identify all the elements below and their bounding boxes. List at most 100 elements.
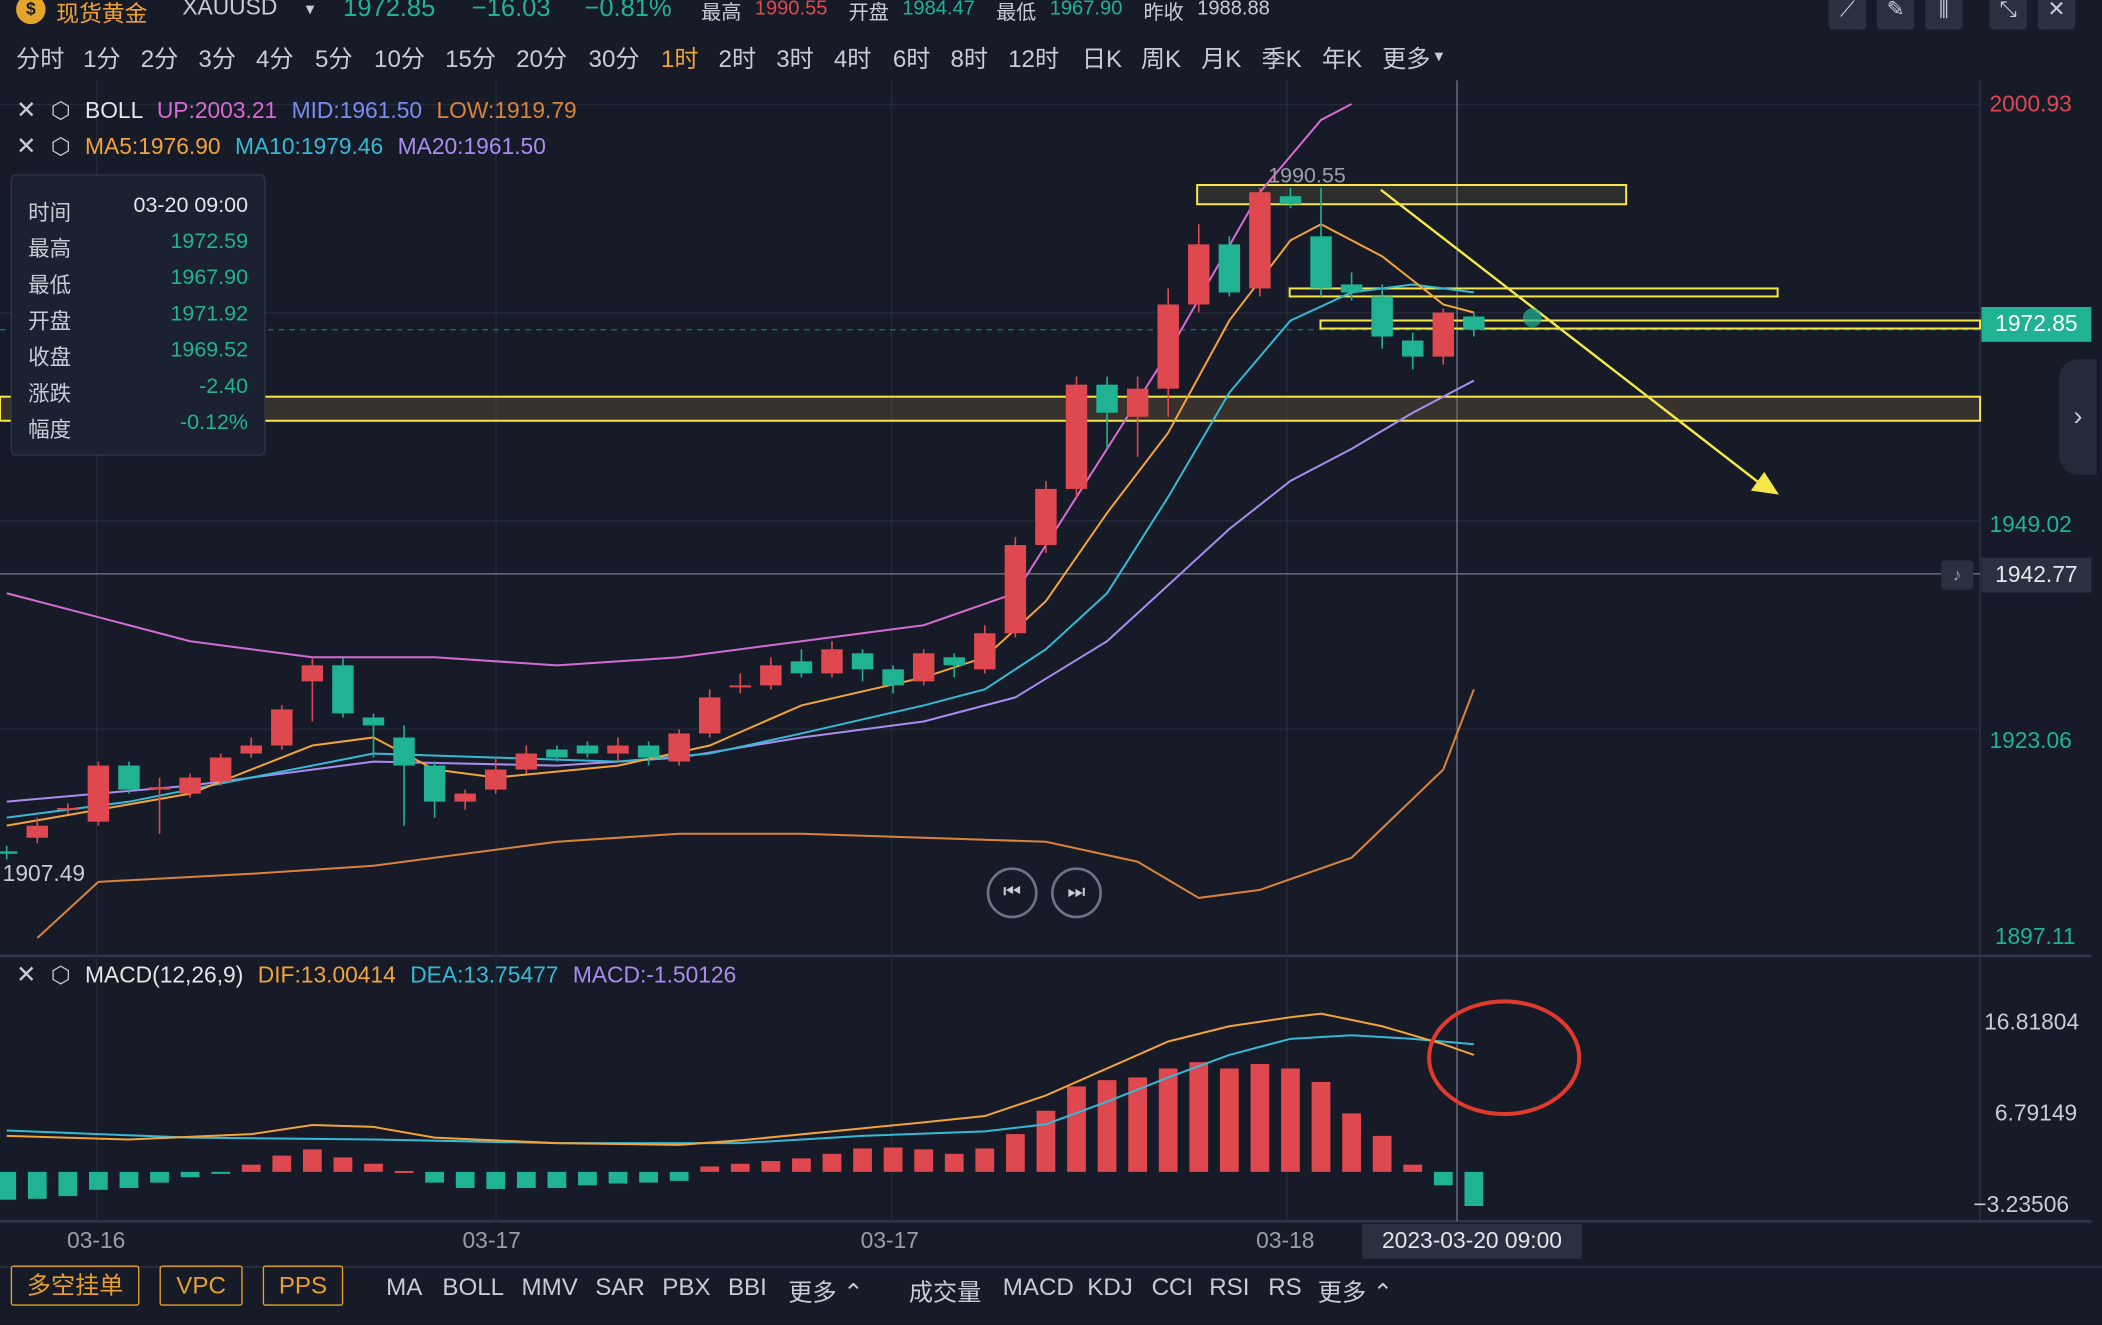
tab-interval[interactable]: 日K	[1081, 45, 1123, 73]
tab-interval[interactable]: 周K	[1140, 45, 1182, 73]
indicator-pbx[interactable]: PBX	[662, 1273, 711, 1301]
tab-interval-more[interactable]: 更多	[1382, 45, 1431, 73]
tab-interval[interactable]: 2时	[718, 45, 757, 73]
candle-body	[1157, 304, 1179, 389]
tab-interval[interactable]: 3分	[198, 45, 236, 73]
tab-interval[interactable]: 分时	[16, 45, 65, 73]
close-icon[interactable]: ✕	[16, 132, 37, 160]
dif-value: DIF:13.00414	[257, 962, 396, 989]
tab-interval[interactable]: 5分	[315, 45, 353, 73]
tab-interval[interactable]: 6时	[892, 45, 931, 73]
candle-body	[1035, 488, 1057, 546]
symbol-selector[interactable]: XAUUSD	[182, 0, 278, 21]
tab-interval[interactable]: 12时	[1008, 45, 1060, 73]
tab-interval[interactable]: 季K	[1261, 45, 1302, 73]
indicator-boll[interactable]: BOLL	[442, 1273, 505, 1301]
close-icon[interactable]: ✕	[2037, 0, 2076, 30]
macd-bar	[1250, 1063, 1270, 1172]
macd-name: MACD(12,26,9)	[85, 962, 244, 989]
macd-bar	[150, 1171, 169, 1183]
ma10-line	[6, 283, 1474, 819]
order-button[interactable]: 多空挂单	[10, 1265, 140, 1306]
indicator-sar[interactable]: SAR	[595, 1273, 645, 1301]
close-icon[interactable]: ✕	[16, 96, 37, 124]
tab-interval[interactable]: 15分	[445, 45, 497, 73]
tab-interval[interactable]: 1分	[83, 45, 121, 73]
tab-interval[interactable]: 30分	[588, 45, 640, 73]
candle-body	[576, 745, 599, 754]
ma10-value: MA10:1979.46	[234, 134, 384, 160]
settings-icon[interactable]: ⬡	[50, 134, 71, 160]
chevron-down-icon[interactable]: ▾	[305, 0, 315, 19]
tab-interval[interactable]: 4时	[833, 45, 872, 73]
boll-up-value: UP:2003.21	[156, 97, 278, 124]
indicator-ma[interactable]: MA	[386, 1273, 423, 1301]
candle-body	[1279, 196, 1302, 205]
candle-body	[607, 745, 629, 754]
gold-coin-icon: $	[16, 0, 46, 25]
macd-bar	[241, 1164, 261, 1172]
candle-style-icon[interactable]: ⫼	[1925, 0, 1963, 30]
peak-price-marker: 1990.55	[1268, 164, 1346, 188]
annotation-zones[interactable]	[0, 183, 1982, 422]
pps-button[interactable]: PPS	[262, 1265, 344, 1306]
close-icon[interactable]: ✕	[16, 961, 37, 989]
collapse-icon[interactable]: ⤡	[1989, 0, 2027, 30]
indicator-rsi[interactable]: RSI	[1209, 1273, 1250, 1301]
tab-interval[interactable]: 年K	[1321, 45, 1363, 73]
settings-icon[interactable]: ⬡	[50, 962, 71, 989]
resistance-box	[1196, 183, 1628, 206]
candle-body	[1310, 236, 1332, 289]
macd-bar	[516, 1171, 536, 1189]
price-axis-top: 2000.93	[1989, 91, 2072, 117]
candle-info-box: 时间 03-20 09:00 最高 1972.59 最低 1967.90 开盘 1971…	[10, 174, 266, 456]
info-row-amplitude: 幅度 -0.12%	[28, 411, 249, 443]
dea-value: DEA:13.75477	[410, 962, 559, 989]
skip-back-icon[interactable]: ⏮	[986, 867, 1038, 919]
macd-bar	[1372, 1135, 1392, 1172]
candle-body	[271, 709, 293, 746]
indicator-more[interactable]: 更多 ⌃	[788, 1278, 864, 1306]
indicator-more[interactable]: 更多 ⌃	[1317, 1278, 1394, 1306]
candle-body	[118, 765, 140, 790]
vpc-button[interactable]: VPC	[159, 1265, 243, 1306]
indicator-rs[interactable]: RS	[1268, 1273, 1302, 1301]
macd-bar	[1158, 1068, 1178, 1172]
tab-interval[interactable]: 20分	[516, 45, 568, 73]
info-row-close: 收盘 1969.52	[28, 339, 249, 371]
indicator-volume[interactable]: 成交量	[908, 1278, 982, 1306]
tab-interval[interactable]: 8时	[950, 45, 989, 73]
bell-icon[interactable]: ♪	[1941, 560, 1974, 590]
price-dot	[1522, 308, 1542, 328]
boll-low-value: LOW:1919.79	[436, 97, 577, 124]
line-tool-icon[interactable]: ⟋	[1828, 0, 1867, 30]
tab-interval[interactable]: 3时	[776, 45, 814, 73]
settings-icon[interactable]: ⬡	[50, 97, 71, 124]
info-row-time: 时间 03-20 09:00	[28, 194, 249, 226]
current-price-tag: 1972.85	[1981, 306, 2092, 342]
indicator-kdj[interactable]: KDJ	[1087, 1273, 1133, 1301]
indicator-bbi[interactable]: BBI	[727, 1273, 767, 1301]
tab-interval[interactable]: 月K	[1201, 45, 1242, 73]
indicator-cci[interactable]: CCI	[1151, 1273, 1194, 1301]
indicator-macd[interactable]: MACD	[1002, 1273, 1074, 1301]
pencil-icon[interactable]: ✎	[1876, 0, 1915, 30]
tab-interval[interactable]: 4分	[256, 45, 294, 73]
candle-body	[362, 717, 385, 726]
tab-interval-active[interactable]: 1时	[660, 45, 699, 73]
candle-body	[821, 649, 843, 674]
skip-forward-icon[interactable]: ⏭	[1051, 867, 1102, 919]
macd-bar	[119, 1171, 139, 1189]
info-row-high: 最高 1972.59	[28, 230, 249, 262]
chevron-right-icon[interactable]: ›	[2059, 359, 2097, 475]
indicator-mmv[interactable]: MMV	[521, 1273, 578, 1301]
tab-interval[interactable]: 10分	[374, 45, 426, 73]
tab-interval[interactable]: 2分	[140, 45, 179, 73]
grid	[0, 80, 2102, 1268]
macd-axis-mid: 6.79149	[1994, 1100, 2078, 1127]
macd-bar	[364, 1163, 383, 1172]
macd-bar	[89, 1171, 108, 1190]
chevron-down-icon[interactable]: ▾	[1434, 45, 1444, 66]
candle-body	[57, 808, 79, 811]
